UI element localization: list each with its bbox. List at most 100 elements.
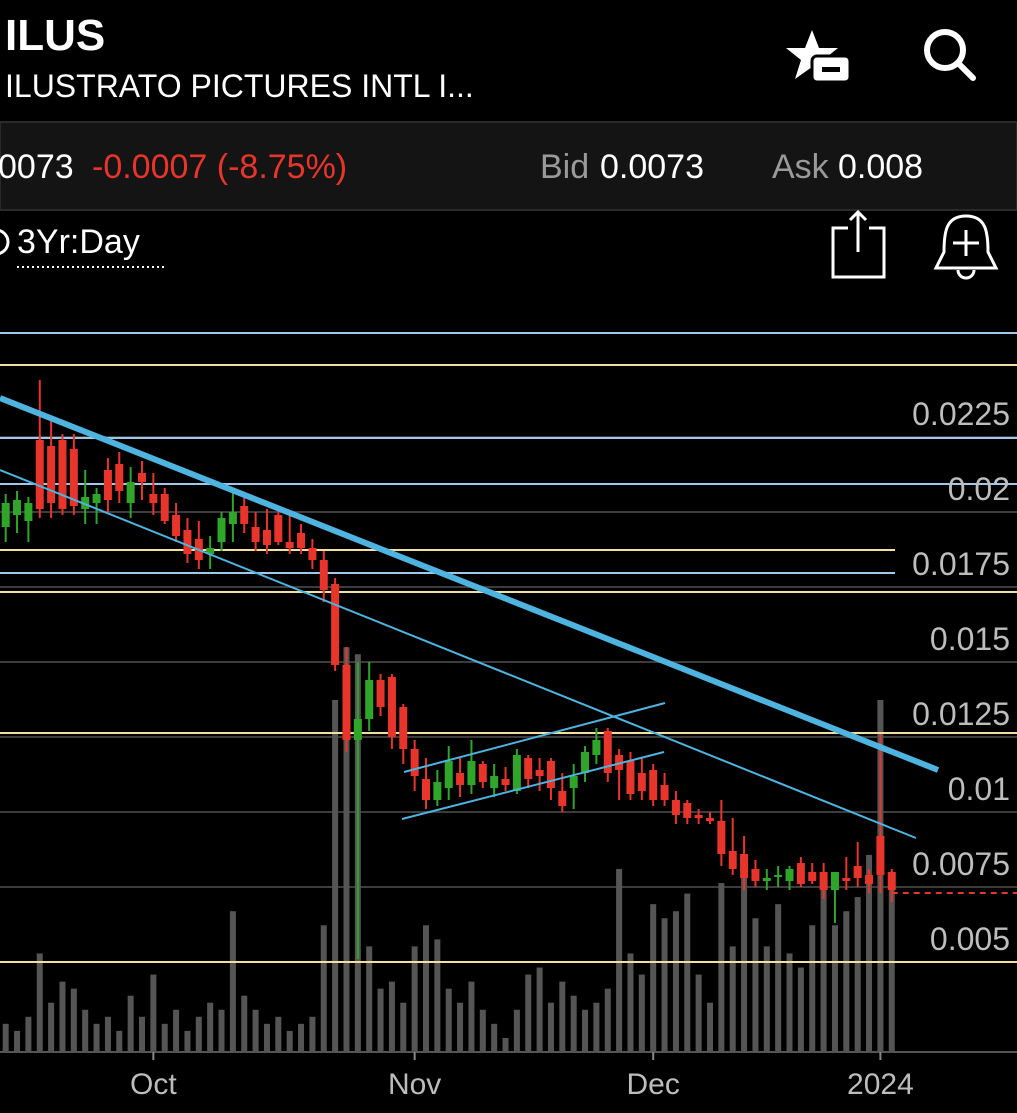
candle-body	[637, 773, 646, 791]
candle-body	[581, 752, 590, 773]
candle-body	[115, 464, 124, 491]
last-price: 0073	[0, 148, 74, 186]
candle-body	[830, 872, 839, 890]
volume-bar	[241, 995, 248, 1052]
y-tick-label: 0.015	[930, 621, 1010, 657]
volume-bar	[820, 883, 827, 1052]
volume-bar	[36, 953, 43, 1052]
ask-label: Ask	[772, 148, 830, 186]
volume-bar	[445, 988, 452, 1052]
volume-bar	[434, 939, 441, 1052]
volume-bar	[741, 854, 748, 1052]
volume-bar	[763, 946, 770, 1052]
y-tick-label: 0.0225	[912, 396, 1010, 432]
candle-body	[13, 500, 22, 515]
price-change: -0.0007 (-8.75%)	[92, 148, 347, 186]
y-tick-label: 0.02	[948, 471, 1010, 507]
candle-body	[671, 800, 680, 815]
candle-body	[126, 482, 135, 503]
volume-bar	[263, 1023, 270, 1052]
volume-bar	[650, 904, 657, 1052]
candle-body	[251, 527, 260, 542]
volume-bar	[547, 1002, 554, 1052]
volume-bar	[809, 925, 816, 1052]
alert-button[interactable]	[933, 214, 999, 280]
candle-body	[819, 872, 828, 890]
ask-value: 0.008	[838, 148, 923, 186]
volume-bar	[82, 1009, 89, 1052]
volume-bar	[59, 981, 66, 1052]
candle-body	[706, 818, 714, 821]
candle-body	[728, 851, 737, 869]
candle-body	[422, 779, 430, 800]
x-tick-label: Dec	[627, 1068, 680, 1101]
volume-bar	[70, 988, 77, 1052]
bid-value: 0.0073	[600, 148, 704, 186]
candle-body	[47, 446, 56, 503]
candle-body	[240, 506, 249, 524]
volume-bar	[207, 1002, 214, 1052]
candle-body	[149, 494, 158, 503]
candle-body	[35, 440, 44, 509]
range-selector[interactable]: 3Yr:Day	[17, 223, 140, 261]
candle-body	[274, 515, 283, 542]
candle-body	[649, 770, 658, 800]
volume-bar	[831, 925, 838, 1052]
candle-body	[353, 719, 362, 740]
volume-bar	[184, 1030, 191, 1052]
volume-bar	[752, 918, 759, 1052]
candle-body	[342, 665, 351, 740]
volume-bar	[332, 700, 339, 1052]
volume-bar	[604, 988, 611, 1052]
watchlist-button[interactable]	[786, 30, 852, 84]
volume-bar	[366, 946, 373, 1052]
candle-body	[160, 494, 169, 521]
candle-body	[512, 755, 521, 791]
candle-body	[865, 875, 874, 884]
volume-bar	[854, 897, 861, 1052]
share-button[interactable]	[831, 209, 886, 279]
symbol: ILUS	[5, 11, 105, 60]
volume-bar	[457, 1002, 464, 1052]
candle-body	[785, 869, 794, 881]
volume-bar	[127, 995, 134, 1052]
search-button[interactable]	[924, 29, 976, 81]
candle-body	[217, 518, 226, 542]
volume-bar	[14, 1030, 21, 1052]
volume-bar	[559, 981, 566, 1052]
volume-bar	[150, 974, 157, 1052]
candle-body	[228, 512, 237, 524]
candle-body	[103, 470, 112, 500]
candle-body	[478, 764, 487, 782]
candle-body	[319, 560, 328, 590]
volume-bar	[468, 981, 475, 1052]
candle-body	[444, 761, 453, 788]
candle-body	[853, 866, 862, 878]
candle-body	[1, 503, 10, 527]
candle-body	[138, 473, 146, 482]
volume-bar	[229, 911, 236, 1052]
candle-body	[183, 530, 192, 554]
candle-body	[285, 542, 294, 548]
volume-bar	[513, 1009, 520, 1052]
volume-bar	[582, 1009, 589, 1052]
volume-bar	[479, 1009, 486, 1052]
candle-body	[456, 773, 465, 785]
candle-body	[660, 785, 669, 800]
volume-bar	[343, 647, 350, 1052]
volume-bar	[786, 953, 793, 1052]
y-tick-label: 0.005	[930, 921, 1010, 957]
volume-bar	[411, 946, 418, 1052]
candle-body	[92, 494, 101, 503]
x-tick-label: Oct	[130, 1068, 177, 1101]
volume-bar	[173, 1009, 180, 1052]
volume-bar	[25, 1016, 32, 1052]
candle-body	[490, 776, 499, 788]
volume-bar	[275, 1016, 282, 1052]
candle-body	[683, 803, 692, 818]
candle-body	[740, 854, 749, 878]
volume-bar	[195, 1016, 202, 1052]
candle-body	[331, 584, 340, 665]
x-tick-label: 2024	[847, 1068, 914, 1101]
